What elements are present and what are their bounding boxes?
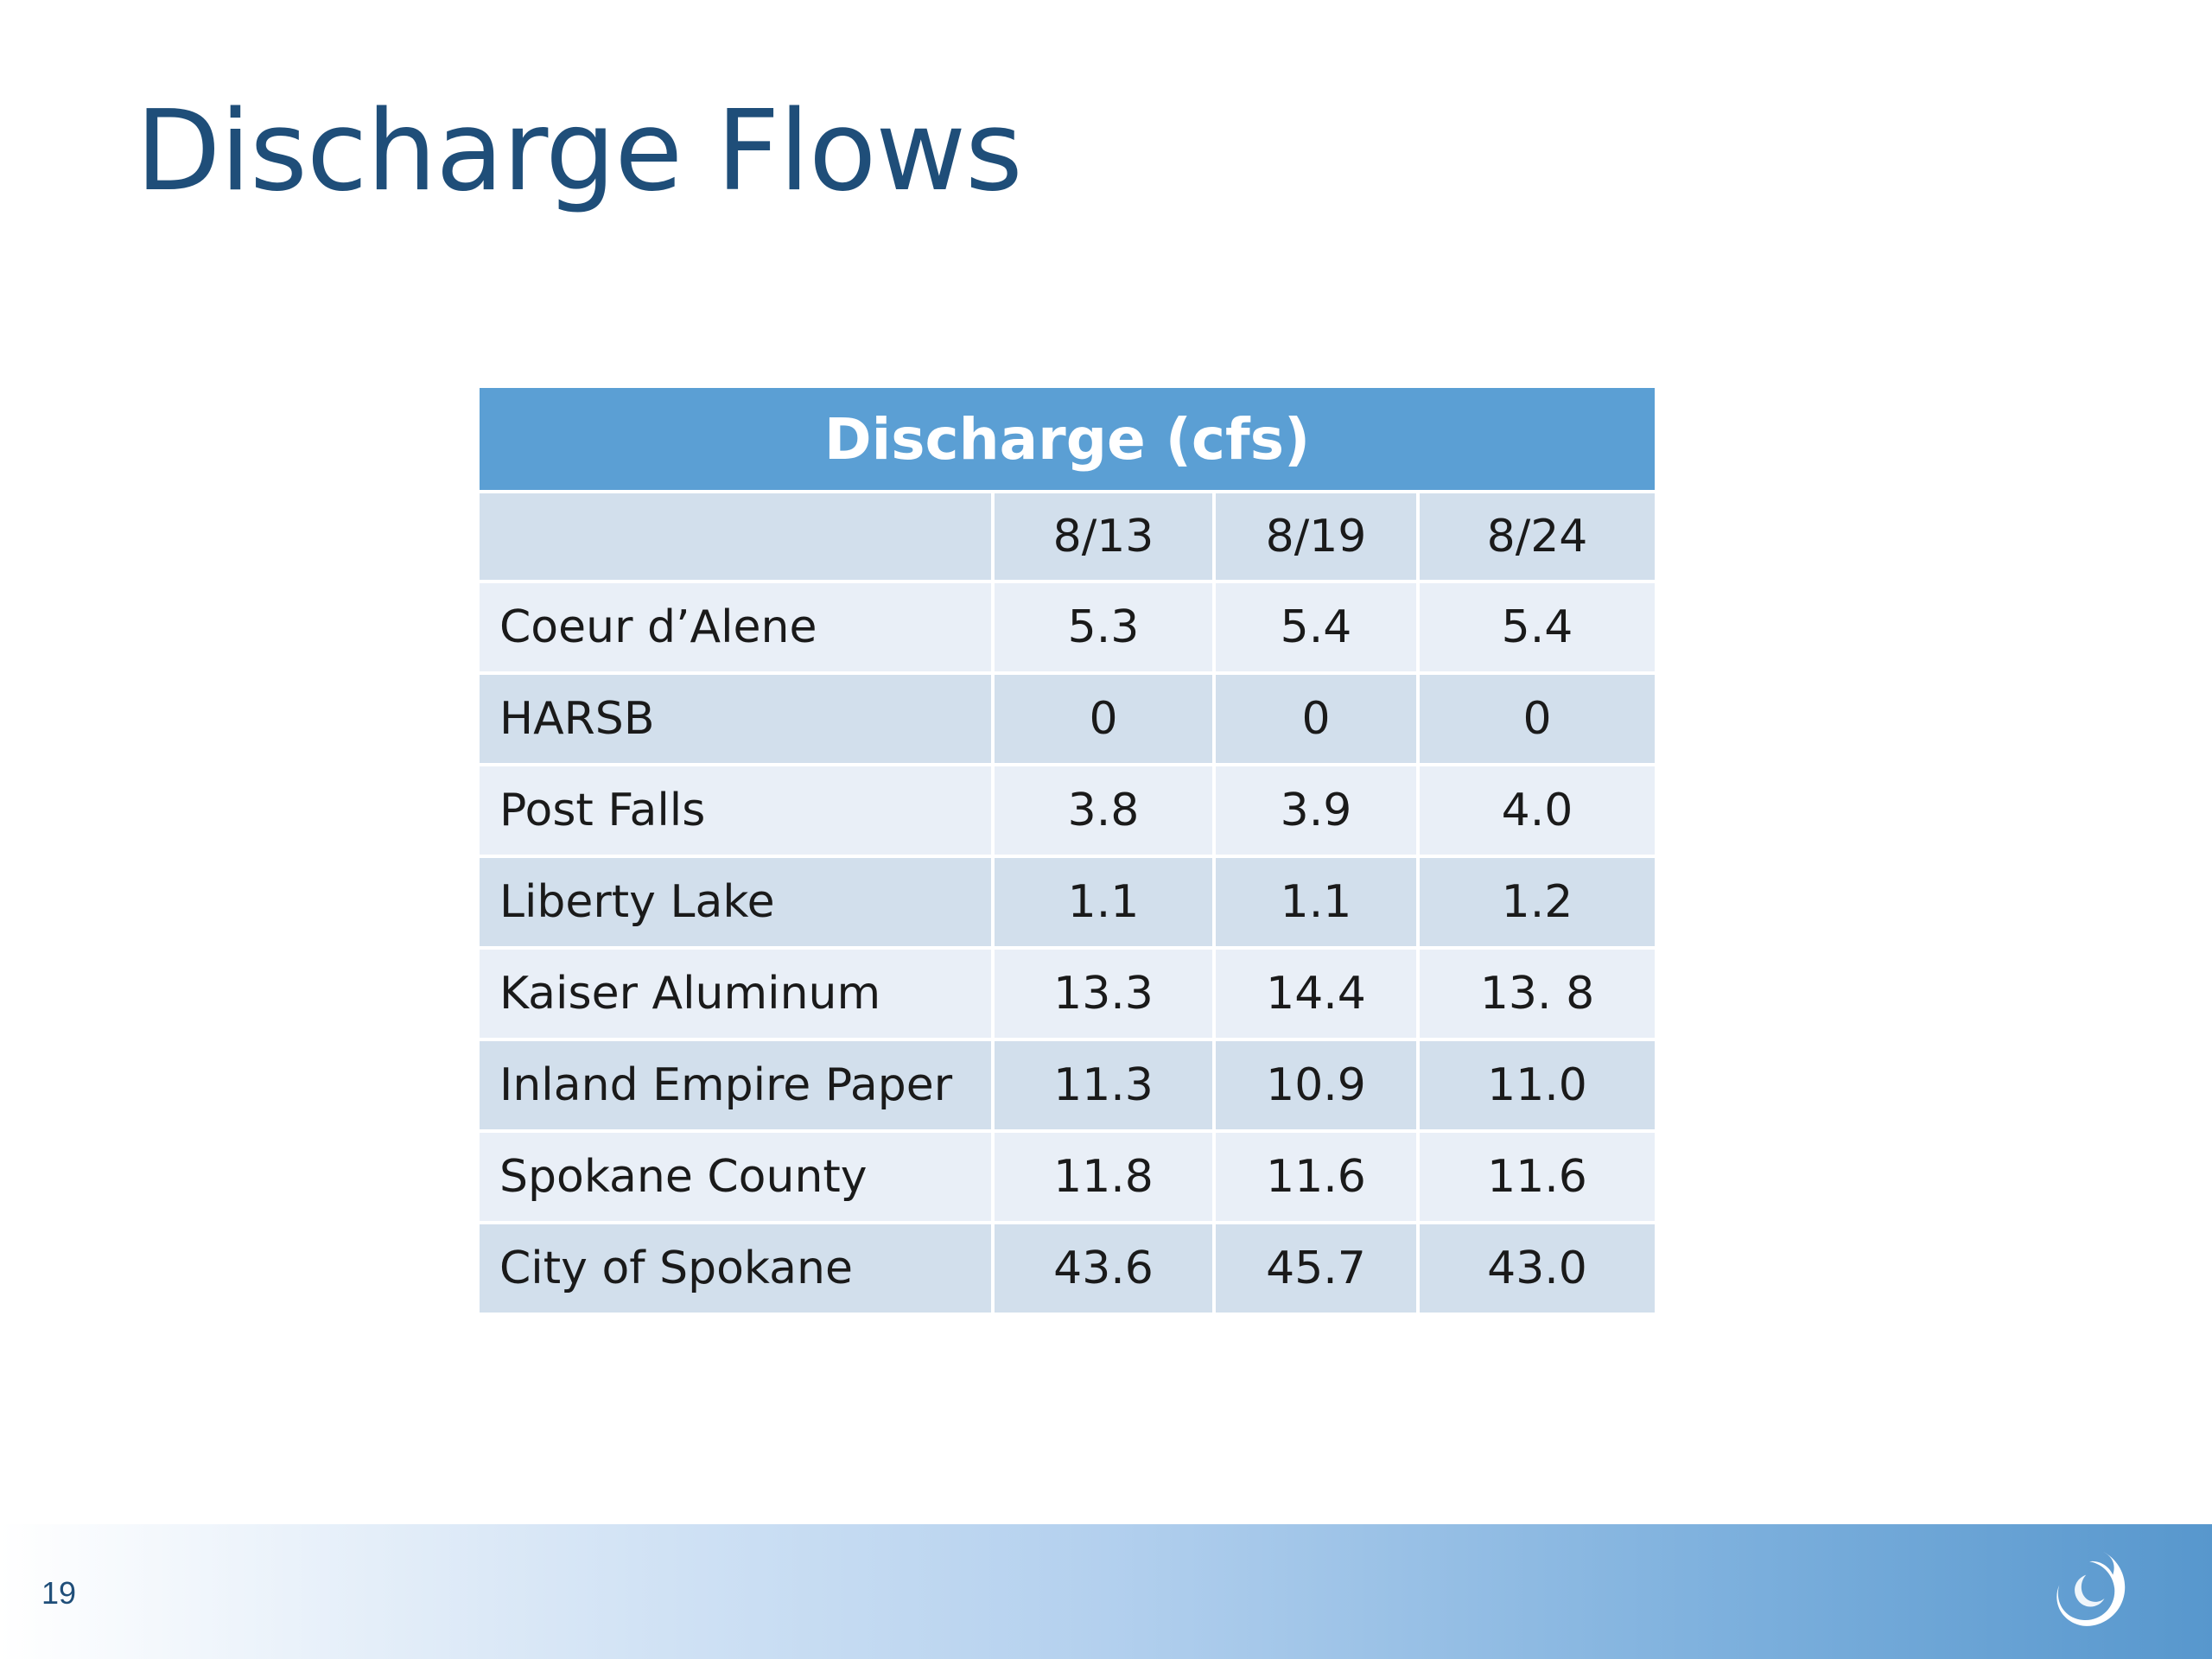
discharge-value-cell: 1.1 [995,858,1212,946]
discharge-value-cell: 5.3 [995,583,1212,671]
facility-name-cell: Liberty Lake [480,858,991,946]
table-header: Discharge (cfs) [480,388,1656,490]
discharge-value-cell: 11.0 [1420,1041,1656,1129]
swirl-logo-icon [2056,1551,2126,1626]
discharge-value-cell: 11.8 [995,1133,1212,1221]
discharge-value-cell: 11.6 [1420,1133,1656,1221]
discharge-table: Discharge (cfs) 8/13 8/19 8/24 Coeur d’A… [476,385,1658,1316]
discharge-value-cell: 5.4 [1420,583,1656,671]
table-header-row: Discharge (cfs) [480,388,1656,490]
slide-title: Discharge Flows [136,87,1023,216]
date-header-row: 8/13 8/19 8/24 [480,493,1656,580]
page-number: 19 [41,1575,77,1611]
table-row: Liberty Lake 1.1 1.1 1.2 [480,858,1656,946]
discharge-value-cell: 1.2 [1420,858,1656,946]
discharge-value-cell: 3.8 [995,766,1212,855]
column-header-date: 8/24 [1420,493,1656,580]
discharge-value-cell: 13. 8 [1420,950,1656,1038]
discharge-value-cell: 45.7 [1216,1224,1416,1313]
discharge-value-cell: 11.3 [995,1041,1212,1129]
facility-name-cell: HARSB [480,675,991,763]
discharge-value-cell: 3.9 [1216,766,1416,855]
discharge-value-cell: 1.1 [1216,858,1416,946]
discharge-value-cell: 4.0 [1420,766,1656,855]
facility-name-cell: Kaiser Aluminum [480,950,991,1038]
table-row: Coeur d’Alene 5.3 5.4 5.4 [480,583,1656,671]
discharge-value-cell: 14.4 [1216,950,1416,1038]
discharge-value-cell: 43.0 [1420,1224,1656,1313]
table-row: Kaiser Aluminum 13.3 14.4 13. 8 [480,950,1656,1038]
discharge-value-cell: 13.3 [995,950,1212,1038]
table-row: Post Falls 3.8 3.9 4.0 [480,766,1656,855]
facility-name-cell: Inland Empire Paper [480,1041,991,1129]
table-row: City of Spokane 43.6 45.7 43.0 [480,1224,1656,1313]
discharge-value-cell: 0 [1420,675,1656,763]
discharge-value-cell: 10.9 [1216,1041,1416,1129]
facility-name-cell: Post Falls [480,766,991,855]
discharge-value-cell: 5.4 [1216,583,1416,671]
facility-name-cell: Spokane County [480,1133,991,1221]
footer-band [0,1524,2212,1659]
table-row: HARSB 0 0 0 [480,675,1656,763]
discharge-value-cell: 43.6 [995,1224,1212,1313]
discharge-value-cell: 0 [1216,675,1416,763]
discharge-value-cell: 0 [995,675,1212,763]
column-header-date: 8/13 [995,493,1212,580]
facility-name-cell: City of Spokane [480,1224,991,1313]
empty-corner-cell [480,493,991,580]
facility-name-cell: Coeur d’Alene [480,583,991,671]
table-row: Spokane County 11.8 11.6 11.6 [480,1133,1656,1221]
table-row: Inland Empire Paper 11.3 10.9 11.0 [480,1041,1656,1129]
discharge-value-cell: 11.6 [1216,1133,1416,1221]
column-header-date: 8/19 [1216,493,1416,580]
